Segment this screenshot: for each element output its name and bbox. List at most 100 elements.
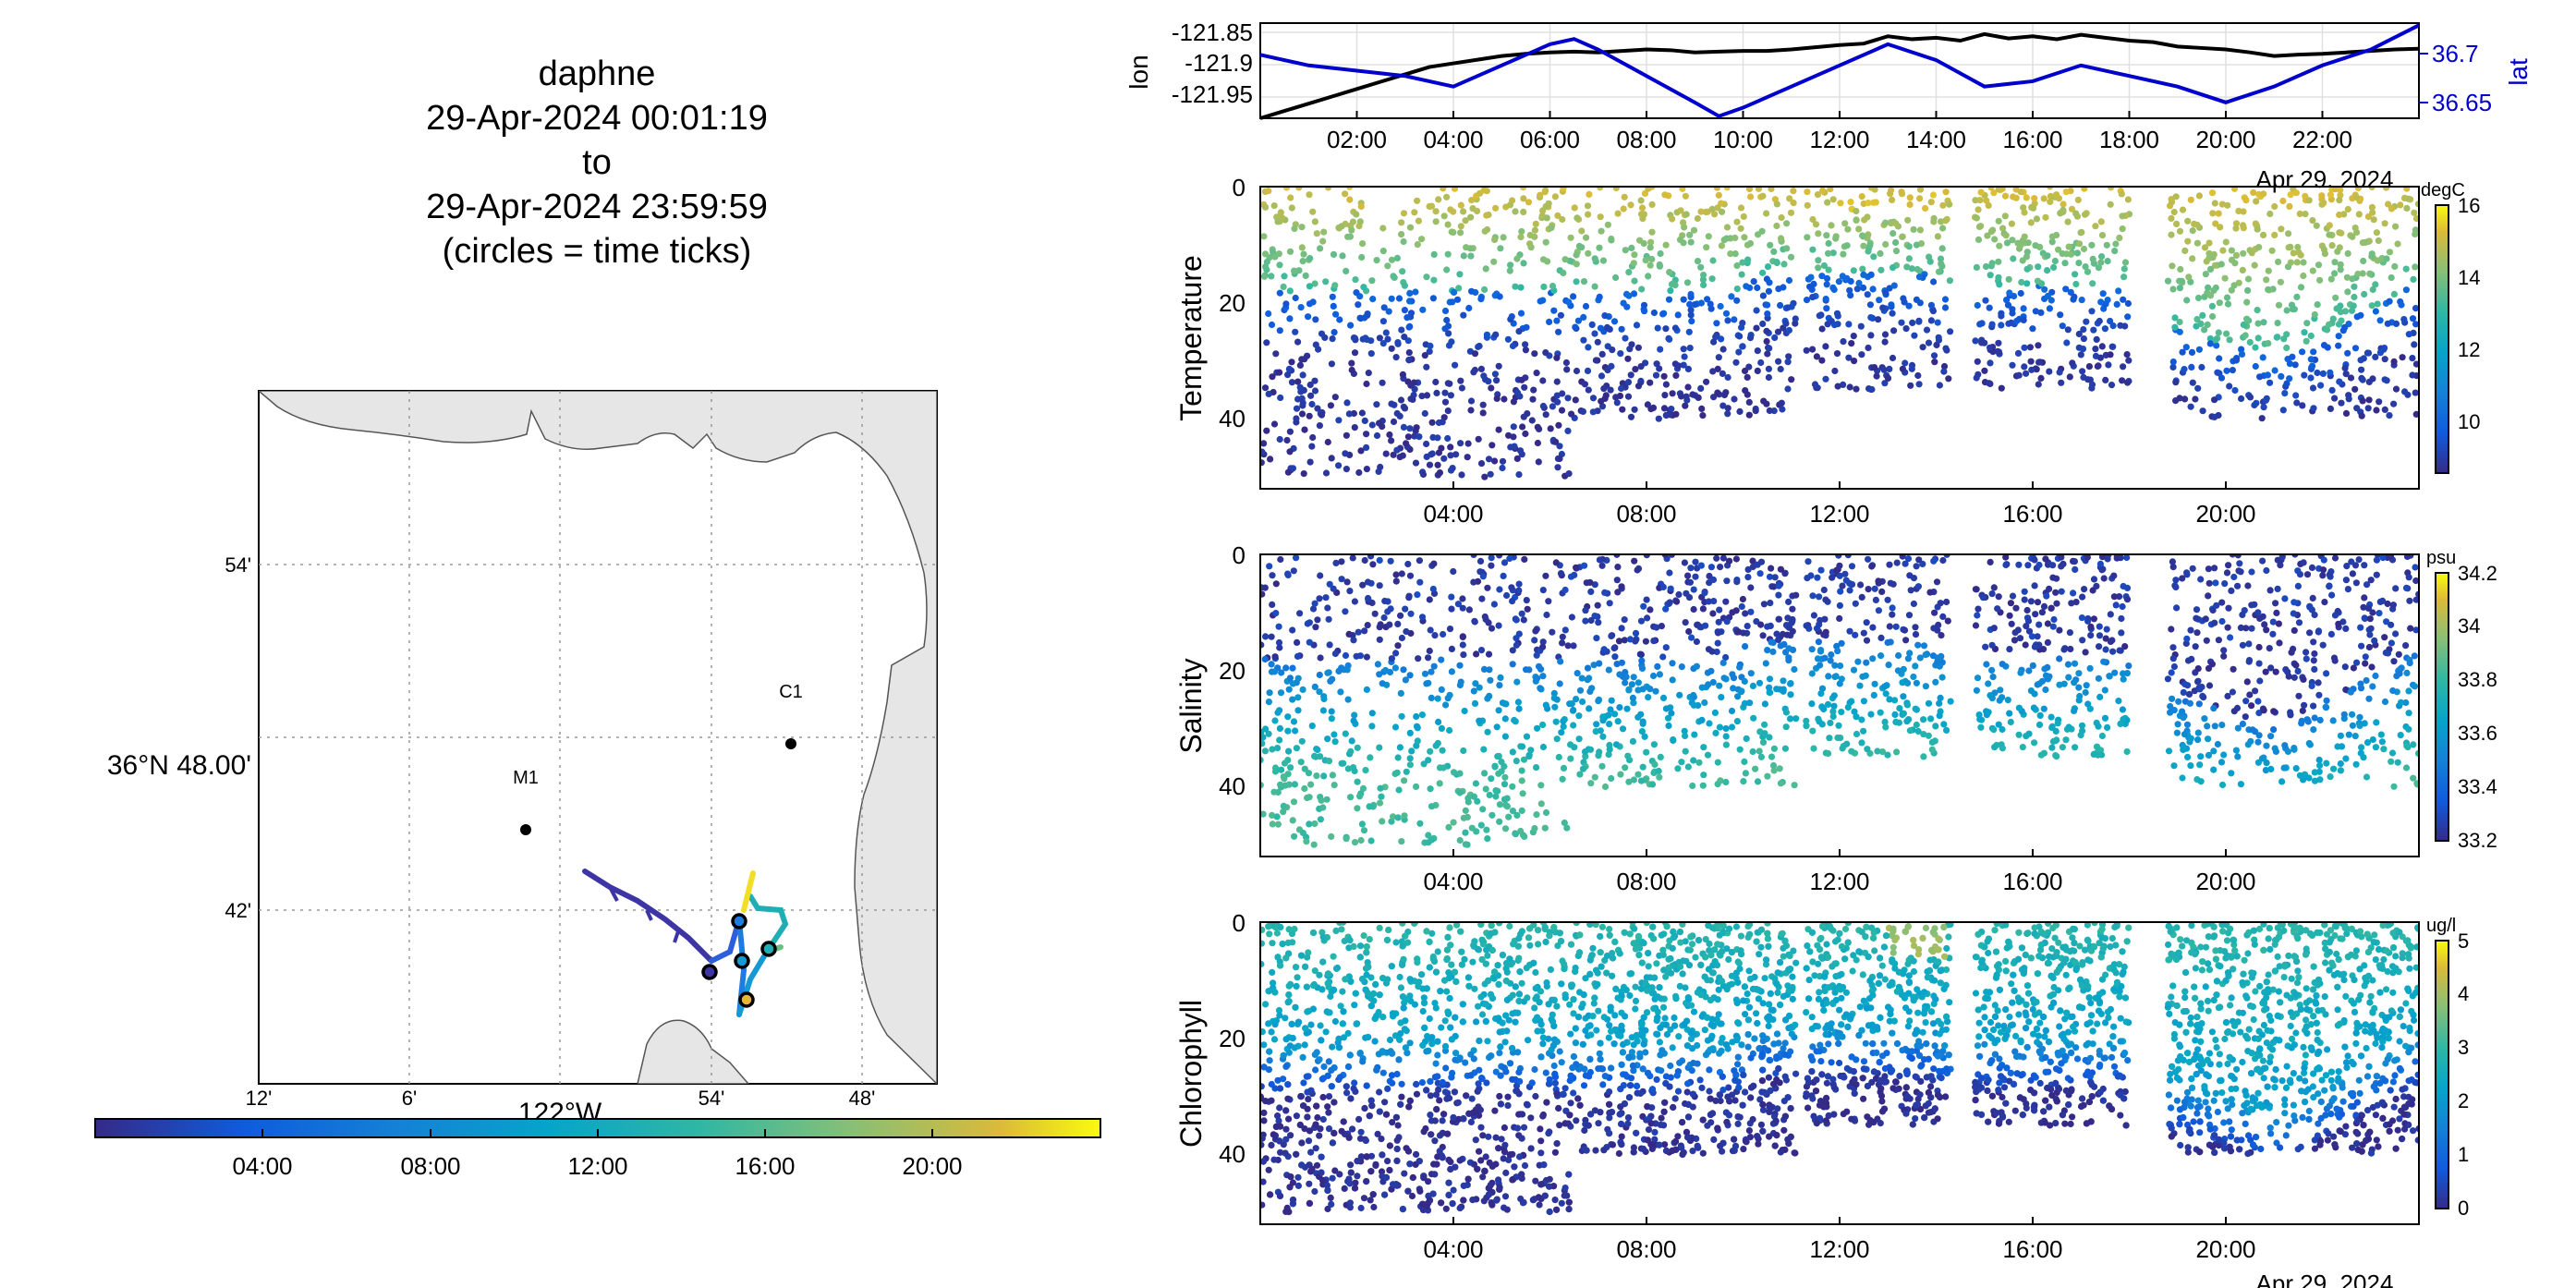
data-point [2120,670,2127,677]
data-point [2224,692,2231,700]
data-point [2410,741,2417,748]
data-point [2344,249,2351,257]
time-cbar-tick: 16:00 [735,1152,795,1180]
data-point [1711,211,1719,218]
data-point [2397,699,2405,706]
data-point [1780,261,1788,268]
data-point [1342,608,1349,615]
data-point [2329,315,2337,322]
data-point [1999,725,2006,734]
data-point [1388,655,1395,662]
data-point [1376,799,1384,807]
data-point [1486,791,1493,799]
data-point [1631,557,1638,565]
data-point [2366,631,2374,638]
data-point [2362,653,2369,661]
data-point [2193,221,2201,229]
data-point [2112,601,2120,609]
data-point [1737,225,1744,232]
data-point [2194,384,2202,392]
data-point [1560,187,1567,192]
data-point [1448,338,1455,346]
data-point [1457,229,1464,237]
data-point [2400,316,2408,323]
data-point [1584,676,1591,684]
data-point [2197,778,2205,785]
data-point [2075,240,2084,248]
data-point [2310,405,2317,412]
data-point [2209,210,2217,217]
data-point [2383,618,2390,626]
data-point [1464,440,1472,447]
data-point [2267,765,2275,773]
data-point [1519,743,1526,750]
data-point [2047,297,2055,304]
data-point [2298,717,2305,725]
data-point [1395,786,1403,794]
data-point [2063,250,2071,258]
data-point [1976,715,1984,723]
data-point [1912,705,1919,712]
data-point [1354,778,1361,785]
data-point [1634,383,1643,390]
data-point [1820,705,1828,713]
data-point [1777,365,1784,373]
data-point [1265,390,1272,397]
data-point [1376,334,1383,342]
time-tick [734,953,750,969]
data-point [1317,245,1324,252]
data-point [1903,718,1911,725]
data-point [1901,626,1909,634]
data-point [1987,344,1994,351]
data-point [1906,200,1914,208]
data-point [2410,275,2417,283]
data-point [1306,381,1314,389]
data-point [1367,337,1375,345]
data-point [1533,764,1540,772]
data-point [1331,650,1339,658]
data-point [1443,316,1451,324]
data-point [2405,710,2412,717]
data-point [1484,584,1491,591]
data-point [1281,759,1289,767]
data-point [1762,660,1769,667]
data-point [1457,223,1464,230]
data-point [1922,651,1929,659]
data-point [2383,187,2390,191]
data-point [2113,554,2120,562]
data-point [1327,402,1334,409]
data-point [2300,559,2307,566]
data-point [2309,384,2317,392]
data-point [1822,343,1829,350]
data-point [1592,357,1599,364]
data-point [1817,647,1825,654]
data-point [1761,721,1768,728]
data-point [1640,239,1647,248]
data-point [1644,614,1651,622]
data-point [1626,346,1634,353]
data-point [2379,597,2387,605]
data-point [2120,715,2127,723]
data-point [1890,282,1898,289]
data-point [2351,345,2360,352]
data-point [1646,261,1654,269]
data-point [1853,207,1860,215]
data-point [2075,330,2083,338]
data-point [1400,237,1407,246]
data-point [1506,554,1513,563]
data-point [1509,748,1516,756]
data-point [1925,699,1933,707]
data-point [2273,334,2280,341]
data-point [2205,592,2212,600]
data-point [1614,564,1622,571]
sal-cbar-tick: 34 [2458,614,2480,638]
data-point [1555,753,1562,761]
data-point [1295,267,1303,274]
data-point [1434,461,1441,468]
data-point [1730,674,1738,682]
data-point [2011,637,2019,644]
data-point [1268,321,1276,329]
data-point [1348,226,1355,234]
data-point [1601,589,1609,597]
data-point [1560,764,1568,772]
